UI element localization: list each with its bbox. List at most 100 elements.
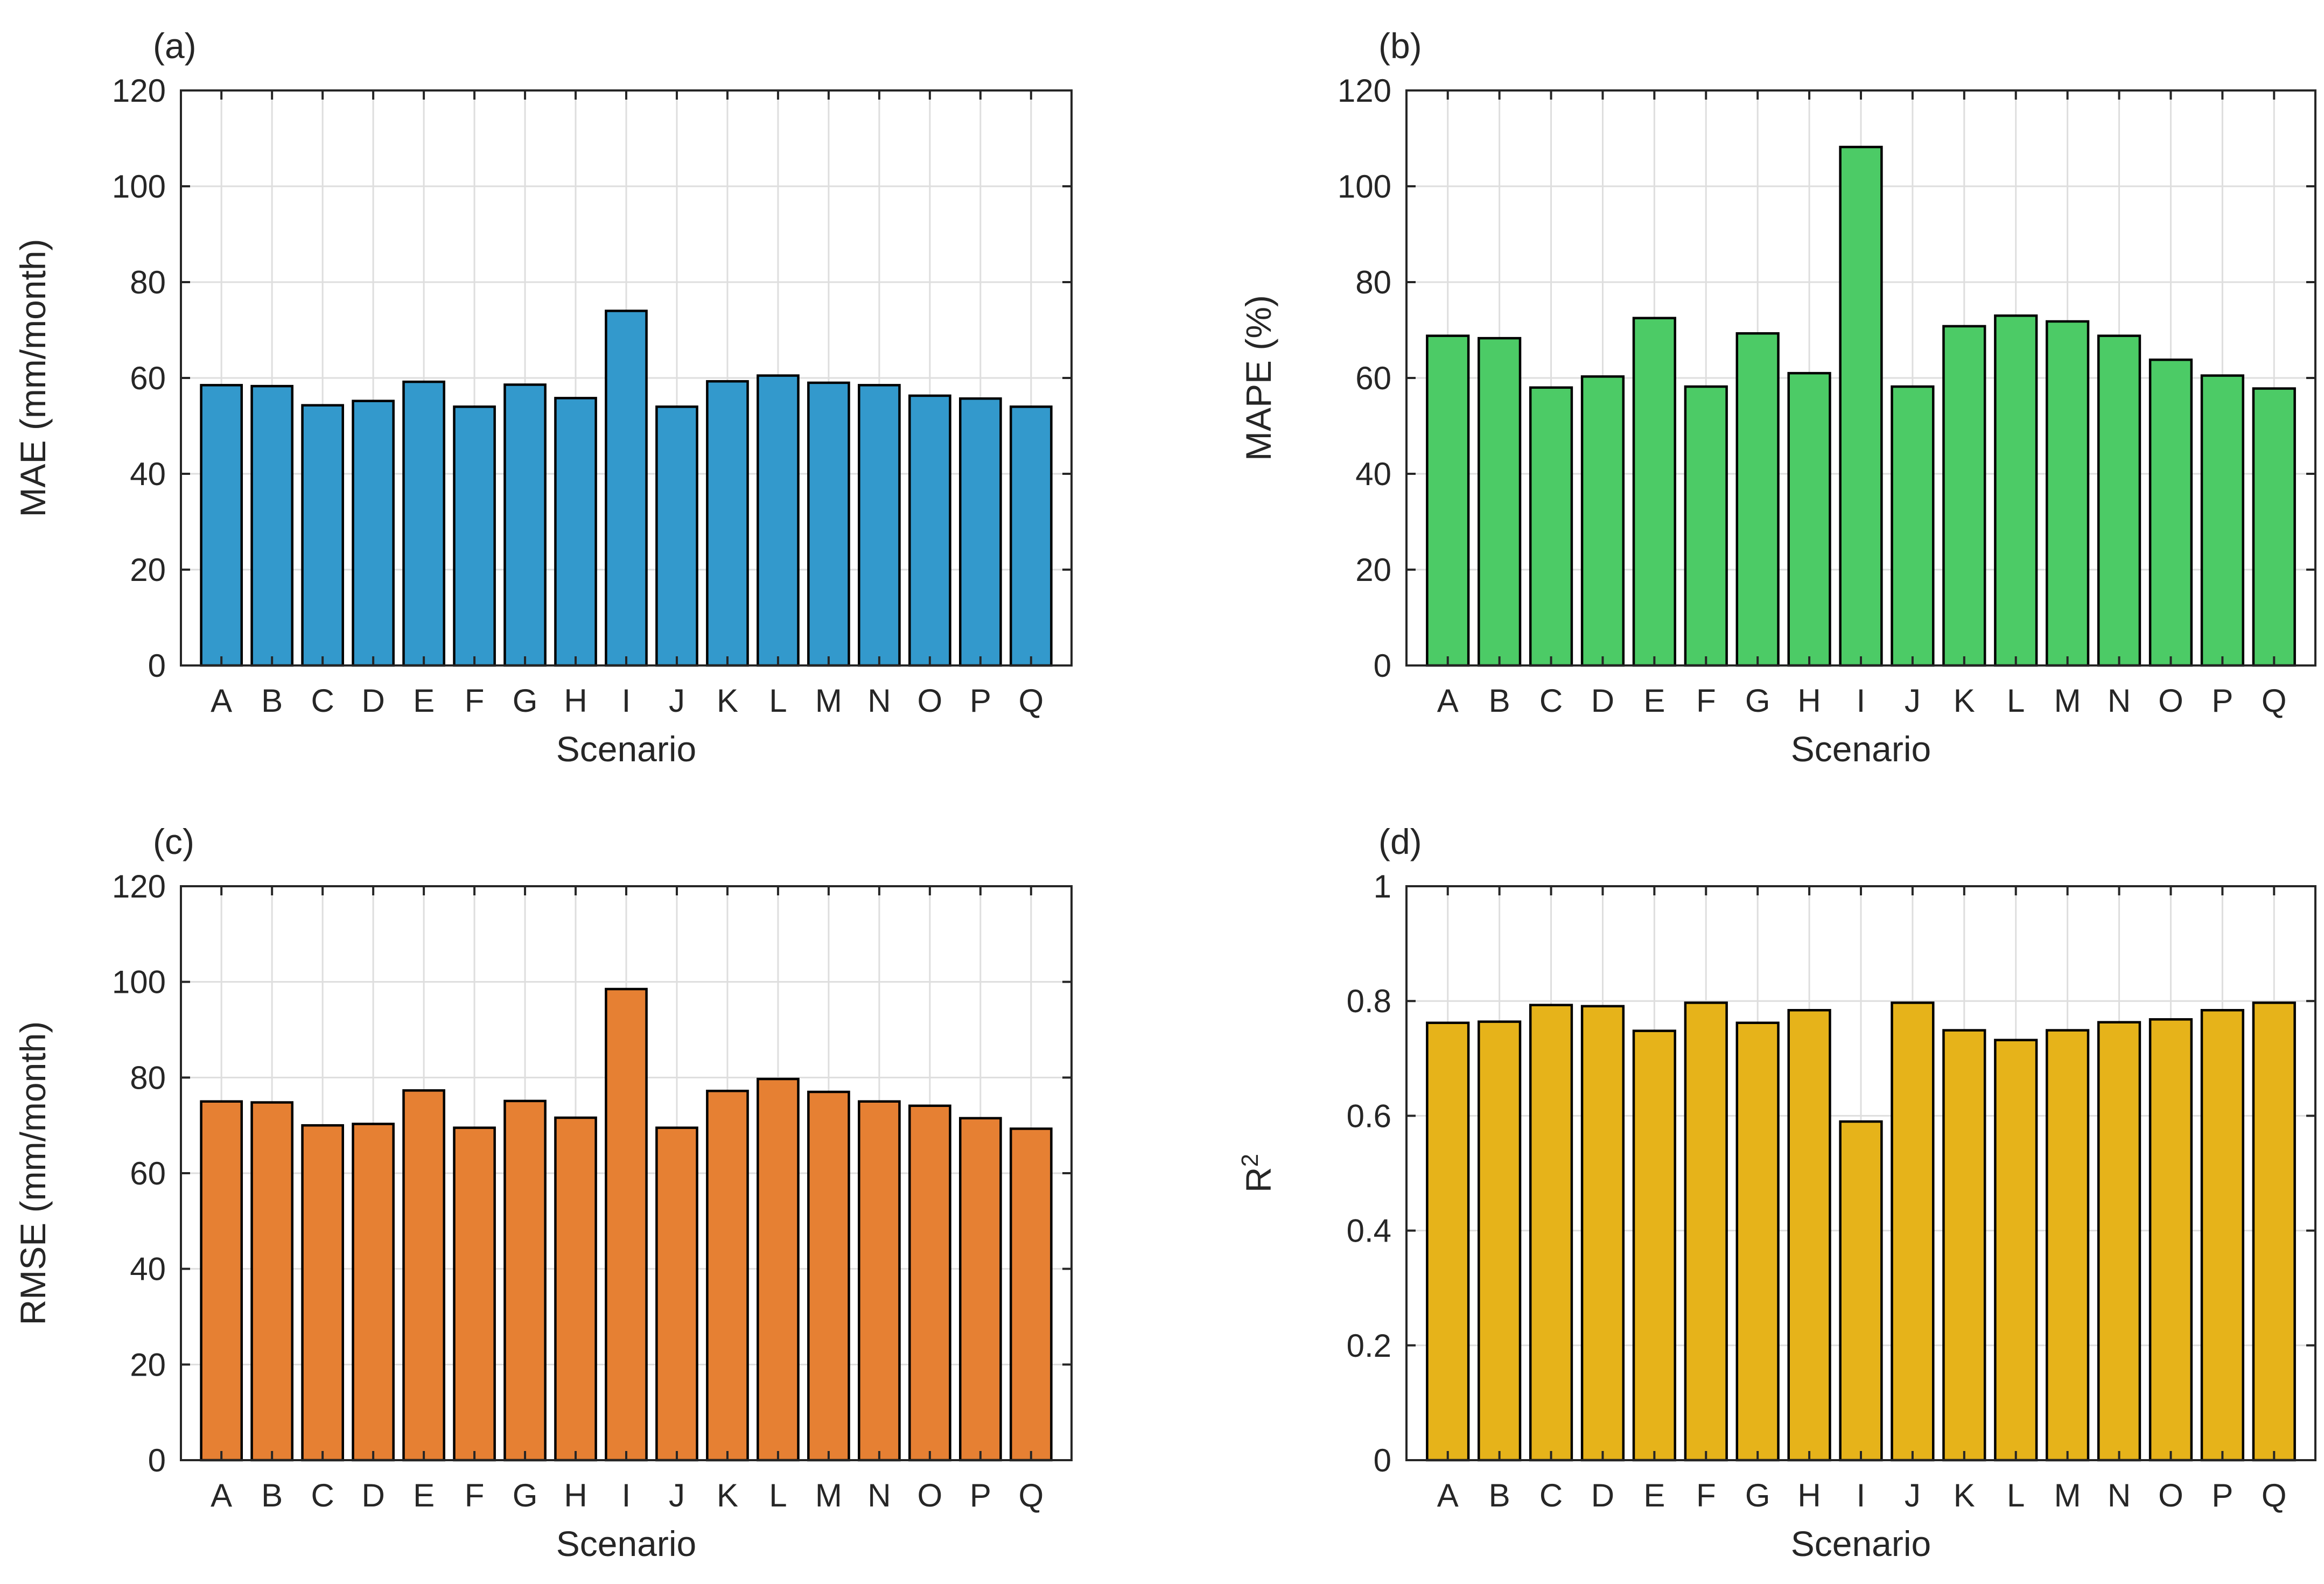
x-tick-label: M [2054,1477,2081,1513]
x-axis-label: Scenario [1791,1524,1931,1564]
y-tick-label: 20 [130,1347,166,1383]
bar-G [1735,1021,1780,1462]
bar-M [807,1090,850,1462]
x-tick-label: O [2158,1477,2183,1513]
bar-P [2200,374,2244,667]
x-tick-label: B [261,683,283,719]
tick-marks [1406,89,2315,667]
x-tick-label: L [2007,1477,2025,1513]
x-tick-label: L [2007,683,2025,719]
bar-K [1942,1029,1986,1462]
x-axis-label: Scenario [556,1524,697,1564]
y-tick-label: 60 [130,1155,166,1191]
bar-Q [1009,1127,1053,1462]
bar-Q [2252,387,2296,667]
x-tick-label: D [361,683,384,719]
y-tick-label: 0.8 [1347,983,1391,1019]
y-tick-label: 0 [148,648,166,684]
x-tick-label: H [564,1477,587,1513]
y-axis-label: RMSE (mm/month) [13,1021,53,1326]
x-tick-label: H [564,683,587,719]
panel-label: (b) [1378,26,1422,66]
bar-I [605,987,648,1462]
bar-O [2148,358,2193,667]
y-tick-label: 40 [130,456,166,492]
bar-A [200,1100,243,1462]
bar-P [959,1117,1002,1462]
x-tick-label: O [918,683,943,719]
y-tick-label: 100 [112,169,166,205]
bar-H [554,1116,597,1462]
panel-label: (d) [1378,822,1422,861]
bar-O [908,1104,951,1462]
bar-C [301,1124,344,1462]
x-tick-label: A [1437,683,1459,719]
bar-E [402,1089,445,1462]
x-tick-label: P [970,683,991,719]
x-tick-label: B [1489,683,1510,719]
bar-D [1580,1005,1625,1462]
bar-G [1735,332,1780,667]
x-tick-label: C [1539,1477,1563,1513]
x-tick-label: K [717,1477,738,1513]
bar-J [1891,1001,1935,1462]
y-tick-label: 120 [112,868,166,905]
x-tick-label: C [1539,683,1563,719]
x-axis-label: Scenario [556,729,697,769]
bar-D [352,1123,395,1462]
chart-panel-b: A B C D E F G H I J K L M N O P Q 0 20 40 60 80 100 120 Scenario… [1238,26,2316,769]
x-tick-label: E [413,1477,435,1513]
x-tick-label: O [918,1477,943,1513]
bar-M [807,381,850,667]
x-tick-label: N [867,1477,891,1513]
x-tick-label: J [1905,683,1921,719]
x-tick-label: I [1857,683,1866,719]
x-tick-label: O [2158,683,2183,719]
x-tick-label: P [970,1477,991,1513]
bar-M [2046,320,2090,667]
x-tick-label: D [1591,683,1614,719]
bar-E [402,380,445,667]
y-tick-label: 1 [1374,868,1391,905]
x-tick-label: J [669,683,685,719]
x-tick-label: P [2211,1477,2233,1513]
bar-N [858,1100,901,1462]
y-tick-label: 120 [112,73,166,109]
x-tick-label: J [1905,1477,1921,1513]
panel-label: (a) [153,26,197,66]
x-tick-label: F [465,683,485,719]
x-tick-label: G [513,683,538,719]
bar-D [352,399,395,667]
x-tick-label: D [361,1477,384,1513]
y-tick-label: 0.2 [1347,1328,1391,1364]
bar-B [1478,1020,1522,1462]
y-tick-label: 100 [112,964,166,1000]
bars [1426,145,2296,667]
bar-L [757,1077,800,1462]
bar-C [301,404,344,667]
x-tick-label: E [1643,1477,1665,1513]
bar-B [250,1101,293,1462]
x-tick-label: Q [1018,1477,1044,1513]
y-axis-label-superscript: 2 [1237,1154,1263,1167]
chart-panel-d: A B C D E F G H I J K L M N O P Q 0 0.2 0.4 0.6 0.8 1 Scenario R… [1237,822,2316,1564]
x-tick-label: I [622,683,631,719]
bar-J [1891,385,1935,667]
x-axis-label: Scenario [1791,729,1931,769]
x-tick-label: K [1954,1477,1975,1513]
bar-I [605,310,648,667]
y-axis-label: R2 [1237,1154,1279,1193]
x-tick-label: G [513,1477,538,1513]
x-tick-label: K [1954,683,1975,719]
bar-Q [2252,1001,2296,1462]
bar-B [1478,337,1522,667]
bar-A [1426,334,1470,667]
x-tick-label: N [2108,683,2131,719]
y-tick-label: 40 [130,1251,166,1287]
bar-N [858,384,901,667]
bars [1426,1001,2296,1462]
bar-F [1684,385,1728,667]
bar-J [655,1126,698,1462]
bar-F [453,1126,496,1462]
